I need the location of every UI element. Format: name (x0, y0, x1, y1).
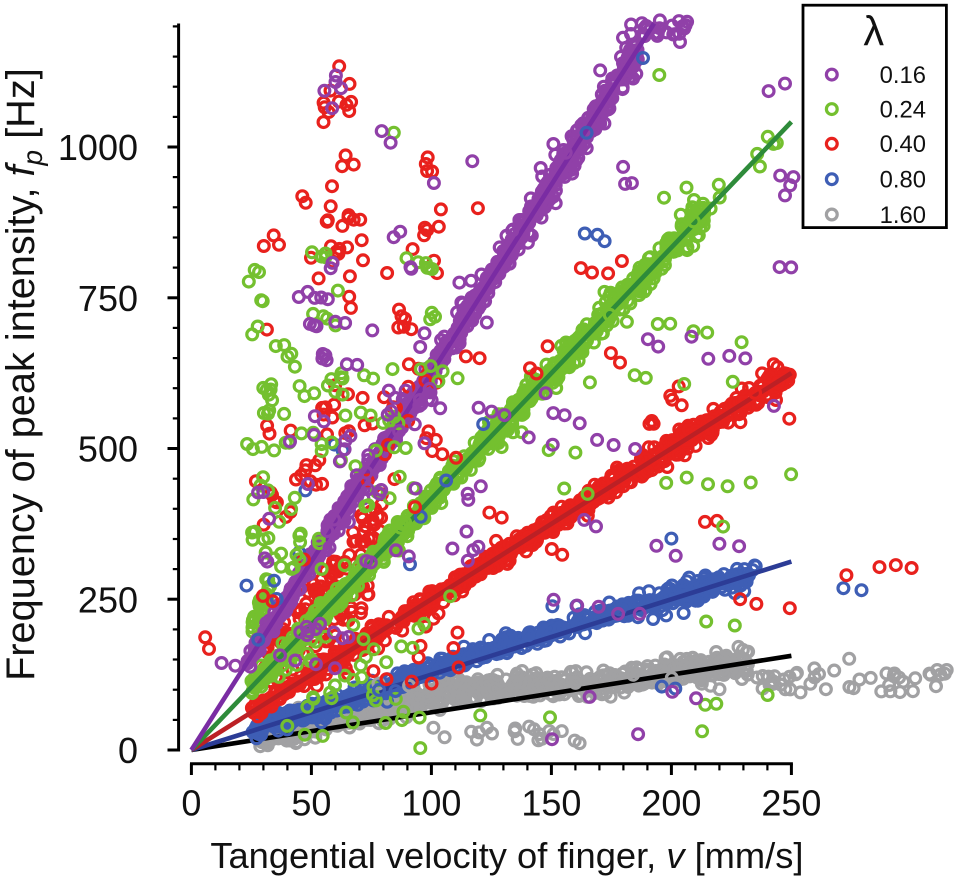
svg-text:1.60: 1.60 (880, 202, 926, 229)
svg-text:Tangential velocity of finger,: Tangential velocity of finger, v [mm/s] (210, 835, 803, 876)
svg-text:0.40: 0.40 (880, 131, 926, 158)
svg-text:1000: 1000 (58, 127, 138, 168)
svg-text:50: 50 (291, 783, 331, 824)
svg-text:750: 750 (78, 278, 138, 319)
svg-text:0: 0 (181, 783, 201, 824)
svg-text:0: 0 (118, 730, 138, 771)
svg-text:100: 100 (401, 783, 461, 824)
svg-text:500: 500 (78, 429, 138, 470)
svg-text:250: 250 (78, 580, 138, 621)
svg-text:250: 250 (761, 783, 821, 824)
svg-text:0.16: 0.16 (880, 62, 926, 89)
svg-text:λ: λ (863, 8, 884, 55)
svg-text:200: 200 (641, 783, 701, 824)
svg-text:0.24: 0.24 (880, 96, 926, 123)
svg-text:0.80: 0.80 (880, 167, 926, 194)
svg-text:Frequency of peak intensity, f: Frequency of peak intensity, fp [Hz] (0, 68, 48, 681)
svg-text:150: 150 (521, 783, 581, 824)
